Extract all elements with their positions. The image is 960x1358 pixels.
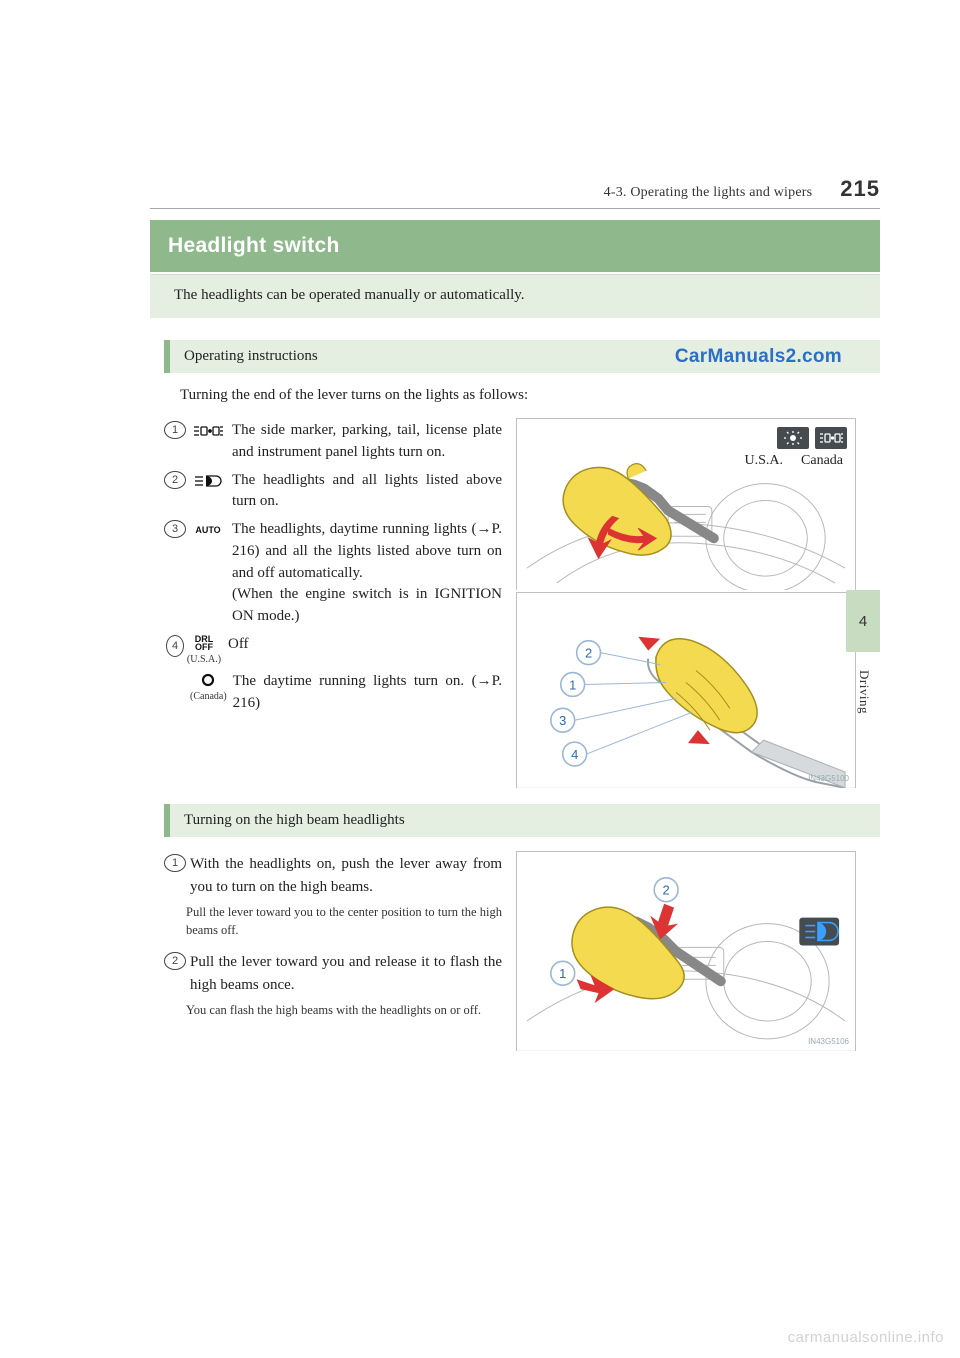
region-icons (777, 427, 847, 449)
illustration-highbeam: 2 1 (516, 851, 856, 1051)
subheading-operating: Operating instructions CarManuals2.com (164, 340, 880, 373)
step-text: Off (228, 634, 502, 656)
parking-pill-icon (815, 427, 847, 449)
operating-columns: 1 The side marker, parking, tail, licens… (164, 418, 880, 788)
illustration-credit: IN43G5106 (808, 1037, 849, 1046)
step-number: 1 (164, 854, 186, 872)
step-number: 2 (164, 952, 186, 970)
step-fineprint: You can flash the high beams with the he… (186, 1002, 502, 1020)
illustration-dashboard: U.S.A. Canada (516, 418, 856, 590)
intro-text: The headlights can be operated manually … (174, 287, 525, 303)
step-number: 2 (164, 471, 186, 489)
svg-text:2: 2 (663, 883, 670, 898)
list-item: 2 Pull the lever toward you and release … (164, 949, 502, 996)
manual-page: 4-3. Operating the lights and wipers 215… (0, 0, 960, 1358)
highbeam-illustration-col: 2 1 (516, 851, 856, 1051)
footer-watermark: carmanualsonline.info (788, 1329, 944, 1346)
region-canada-label: (Canada) (190, 691, 227, 702)
svg-text:3: 3 (559, 713, 566, 728)
list-item: 3 AUTO The headlights, daytime running l… (164, 517, 502, 628)
inline-watermark: CarManuals2.com (675, 346, 842, 368)
operating-lead: Turning the end of the lever turns on th… (180, 387, 880, 404)
svg-text:1: 1 (569, 677, 576, 692)
page-title: Headlight switch (168, 234, 340, 258)
intro-panel: The headlights can be operated manually … (150, 274, 880, 318)
list-item: 1 With the headlights on, push the lever… (164, 851, 502, 898)
page-title-bar: Headlight switch (150, 220, 880, 272)
subheading-highbeam-label: Turning on the high beam headlights (184, 812, 405, 828)
auto-icon: AUTO (190, 521, 226, 539)
highbeam-columns: 1 With the headlights on, push the lever… (164, 851, 880, 1051)
step-number-placeholder (164, 672, 186, 690)
chapter-label: Driving (856, 670, 872, 714)
step-text: The side marker, parking, tail, license … (232, 420, 502, 464)
operating-list: 1 The side marker, parking, tail, licens… (164, 418, 502, 788)
svg-text:4: 4 (571, 747, 578, 762)
list-item: 1 The side marker, parking, tail, licens… (164, 418, 502, 464)
subheading-operating-label: Operating instructions (184, 348, 318, 364)
region-labels: U.S.A. Canada (745, 453, 844, 469)
illustration-credit: IN43G5100 (808, 774, 849, 783)
step-number: 3 (164, 520, 186, 538)
parking-light-icon (190, 422, 226, 440)
svg-text:2: 2 (585, 646, 592, 661)
drl-off-pill-icon (777, 427, 809, 449)
operating-illustrations: U.S.A. Canada (516, 418, 856, 788)
section-label: 4-3. Operating the lights and wipers (604, 185, 813, 201)
svg-text:1: 1 (559, 966, 566, 981)
step-text: The daytime running lights turn on. (→P.… (233, 671, 502, 715)
step-text: Pull the lever toward you and release it… (190, 951, 502, 996)
subheading-highbeam: Turning on the high beam headlights (164, 804, 880, 837)
step-text: The headlights and all lights listed abo… (232, 470, 502, 514)
illustration-lever-positions: 2 1 3 4 IN43G5100 (516, 592, 856, 788)
step-text: The headlights, daytime running lights (… (232, 519, 502, 628)
step-text: With the headlights on, push the lever a… (190, 853, 502, 898)
page-number: 215 (840, 176, 880, 202)
running-head: 4-3. Operating the lights and wipers 215 (150, 176, 880, 209)
step-number: 1 (164, 421, 186, 439)
headlight-icon (190, 472, 226, 490)
list-item: (Canada) The daytime running lights turn… (164, 669, 502, 715)
side-tab: 4 Driving (846, 590, 880, 714)
off-ring-icon (201, 671, 215, 689)
step-fineprint: Pull the lever toward you to the center … (186, 904, 502, 939)
list-item: 2 The headlights and all lights listed a… (164, 468, 502, 514)
label-usa: U.S.A. (745, 453, 784, 469)
drl-off-icon: DRL OFF (195, 634, 214, 652)
step-number: 4 (166, 635, 184, 657)
label-canada: Canada (801, 453, 843, 469)
highbeam-list: 1 With the headlights on, push the lever… (164, 851, 502, 1051)
off-text: OFF (195, 643, 213, 651)
list-item: 4 DRL OFF (U.S.A.) Off (164, 632, 502, 665)
region-usa-label: (U.S.A.) (187, 654, 221, 665)
chapter-number: 4 (846, 590, 880, 652)
